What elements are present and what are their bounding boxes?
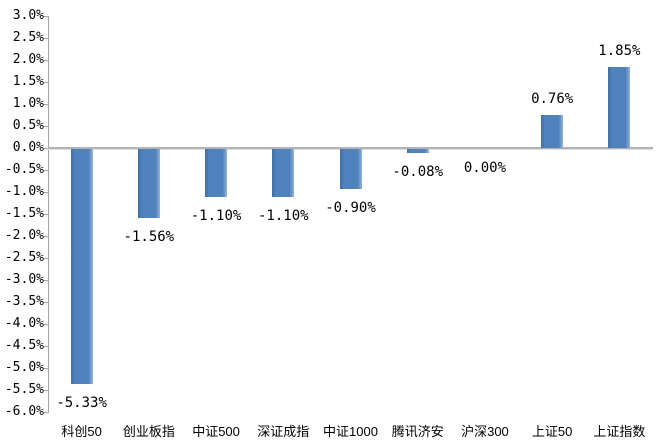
y-tick-label: 3.0% [12,8,44,23]
y-tick-label: -1.5% [4,206,44,221]
x-category-label-5: 腾讯济安 [391,424,444,439]
bar-7 [541,114,564,148]
y-tick-mark [44,258,48,259]
x-category-label-1: 创业板指 [122,424,175,439]
y-tick-mark [44,368,48,369]
x-category-label-0: 科创50 [61,424,102,439]
y-tick-mark [44,16,48,17]
data-label-6: 0.00% [463,160,507,176]
data-label-4: -0.90% [325,199,376,216]
y-tick-label: -3.0% [4,272,44,287]
bar-8 [608,66,631,148]
data-label-0: -5.33% [56,394,107,411]
y-tick-mark [44,214,48,215]
data-label-3: -1.10% [257,208,309,225]
bar-3 [272,149,295,198]
y-tick-label: -4.0% [4,316,44,331]
y-tick-mark [44,192,48,193]
x-category-label-4: 中证1000 [323,424,378,439]
y-tick-mark [44,390,48,391]
y-axis-line [48,16,49,413]
bar-2 [205,149,228,198]
y-tick-mark [44,324,48,325]
data-label-5: -0.08% [392,163,444,180]
y-tick-label: -0.5% [4,162,44,177]
x-category-label-7: 上证50 [531,424,573,439]
data-label-8: 1.85% [598,42,641,59]
y-tick-mark [44,346,48,347]
y-tick-mark [44,280,48,281]
y-tick-label: -2.0% [4,228,44,243]
y-tick-mark [44,170,48,171]
x-category-label-6: 沪深300 [461,424,509,439]
data-label-2: -1.10% [190,208,242,225]
bar-5 [406,149,429,153]
y-tick-label: -2.5% [4,250,44,265]
y-tick-label: -1.0% [4,184,44,199]
y-tick-mark [44,104,48,105]
y-tick-label: 2.0% [12,52,44,67]
y-tick-label: -5.5% [4,382,44,397]
y-tick-label: -6.0% [4,404,44,419]
y-tick-label: -5.0% [4,360,44,375]
y-tick-label: 2.5% [12,30,44,45]
y-tick-label: -4.5% [4,338,44,353]
y-tick-mark [44,148,48,149]
bar-4 [339,149,362,189]
bar-1 [137,149,160,218]
y-tick-mark [44,38,48,39]
y-tick-mark [44,412,48,413]
bar-0 [70,149,93,384]
x-category-label-3: 深证成指 [257,424,310,439]
y-tick-label: 0.0% [12,140,44,155]
x-category-label-2: 中证500 [192,424,240,439]
y-tick-label: -3.5% [4,294,44,309]
data-label-1: -1.56% [123,228,175,245]
x-category-label-8: 上证指数 [593,424,646,439]
y-tick-mark [44,236,48,237]
y-tick-mark [44,60,48,61]
y-tick-mark [44,82,48,83]
data-label-7: 0.76% [531,90,574,107]
y-tick-mark [44,126,48,127]
y-tick-mark [44,302,48,303]
y-tick-label: 0.5% [12,118,44,133]
y-tick-label: 1.0% [12,96,44,111]
y-tick-label: 1.5% [12,74,44,89]
